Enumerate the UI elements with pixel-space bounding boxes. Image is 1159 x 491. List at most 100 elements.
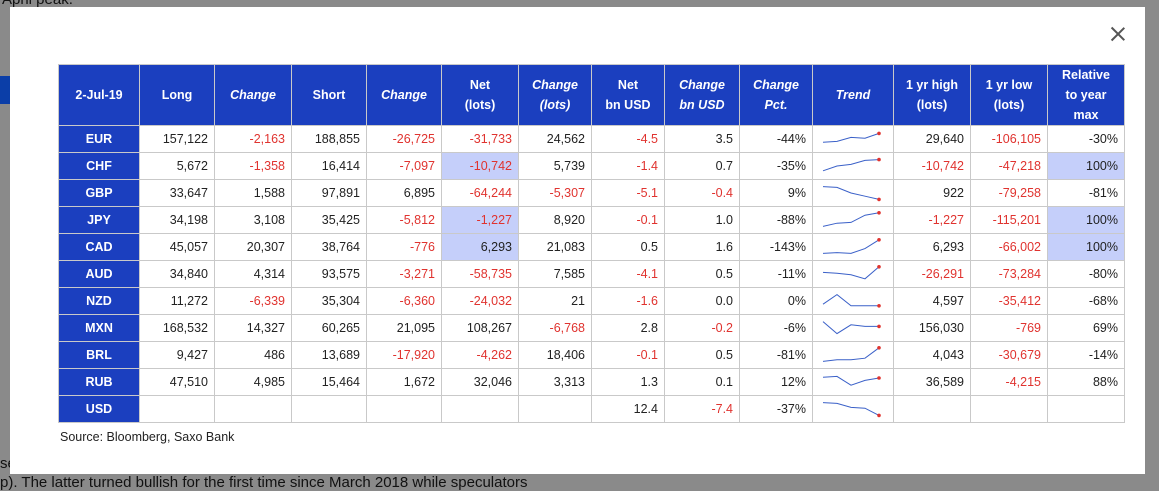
column-header: 1 yr low (lots): [970, 64, 1048, 126]
header-label: 1 yr low: [985, 78, 1033, 92]
currency-label: USD: [58, 395, 140, 423]
header-label: Change: [679, 78, 725, 92]
cell-chg-usd: 1.6: [664, 233, 740, 261]
table-header-row: 2-Jul-19 Long Change Short Change Net (lots) Ch…: [58, 64, 1125, 126]
sparkline-line: [822, 186, 880, 200]
cell-chg-pct: -6%: [739, 314, 813, 342]
cell-rel: [1047, 395, 1125, 423]
background-text-bottom: p). The latter turned bullish for the fi…: [0, 474, 528, 491]
cell-rel: 100%: [1047, 206, 1125, 234]
cell-chg-short: -3,271: [366, 260, 442, 288]
column-header: Relative to year max: [1047, 64, 1125, 126]
cell-chg-usd: 0.5: [664, 260, 740, 288]
cell-chg-pct: -11%: [739, 260, 813, 288]
cell-chg-pct: 12%: [739, 368, 813, 396]
cell-rel: -80%: [1047, 260, 1125, 288]
cell-high: 4,597: [893, 287, 971, 315]
cell-chg-short: -6,360: [366, 287, 442, 315]
cell-net-usd: -5.1: [591, 179, 665, 207]
cell-long: 34,840: [139, 260, 215, 288]
column-header: 2-Jul-19: [58, 64, 140, 126]
cell-short: 38,764: [291, 233, 367, 261]
currency-label: CHF: [58, 152, 140, 180]
sparkline-last-point: [877, 304, 881, 308]
cell-chg-short: -17,920: [366, 341, 442, 369]
cell-long: 168,532: [139, 314, 215, 342]
currency-label: MXN: [58, 314, 140, 342]
cell-chg-pct: -35%: [739, 152, 813, 180]
table-row: CHF 5,672 -1,358 16,414 -7,097 -10,742 5,739 -1…: [58, 152, 1125, 180]
cell-long: 5,672: [139, 152, 215, 180]
cell-chg-net: 21,083: [518, 233, 592, 261]
header-label: Change: [532, 78, 578, 92]
cell-rel: -68%: [1047, 287, 1125, 315]
cell-net-usd: -1.4: [591, 152, 665, 180]
cell-low: -66,002: [970, 233, 1048, 261]
currency-label: GBP: [58, 179, 140, 207]
table-row: BRL 9,427 486 13,689 -17,920 -4,262 18,406 -0.1…: [58, 341, 1125, 369]
cell-low: [970, 395, 1048, 423]
column-header: Change: [366, 64, 442, 126]
cell-rel: 69%: [1047, 314, 1125, 342]
cell-net: [441, 395, 519, 423]
cell-chg-long: [214, 395, 292, 423]
trend-sparkline: [812, 125, 894, 153]
cell-chg-short: -7,097: [366, 152, 442, 180]
cell-chg-usd: 1.0: [664, 206, 740, 234]
cell-rel: 100%: [1047, 233, 1125, 261]
cell-net: -31,733: [441, 125, 519, 153]
cell-chg-pct: -44%: [739, 125, 813, 153]
sparkline-line: [822, 321, 879, 335]
cell-high: -10,742: [893, 152, 971, 180]
column-header: Short: [291, 64, 367, 126]
cell-chg-net: 21: [518, 287, 592, 315]
sparkline-line: [822, 293, 879, 307]
cell-high: -1,227: [893, 206, 971, 234]
cell-short: 15,464: [291, 368, 367, 396]
table-row: JPY 34,198 3,108 35,425 -5,812 -1,227 8,920 -0.…: [58, 206, 1125, 234]
cell-chg-net: 8,920: [518, 206, 592, 234]
close-icon[interactable]: [1108, 24, 1128, 44]
column-header: Change (lots): [518, 64, 592, 126]
cell-high: 156,030: [893, 314, 971, 342]
sparkline-last-point: [877, 376, 881, 380]
currency-label: RUB: [58, 368, 140, 396]
cell-high: -26,291: [893, 260, 971, 288]
cell-chg-pct: 9%: [739, 179, 813, 207]
cell-chg-usd: 3.5: [664, 125, 740, 153]
sparkline-line: [822, 402, 880, 416]
cell-low: -769: [970, 314, 1048, 342]
cell-rel: -30%: [1047, 125, 1125, 153]
trend-sparkline: [812, 179, 894, 207]
cell-short: [291, 395, 367, 423]
cell-chg-usd: -0.4: [664, 179, 740, 207]
currency-label: AUD: [58, 260, 140, 288]
cell-high: 4,043: [893, 341, 971, 369]
cell-short: 13,689: [291, 341, 367, 369]
cell-net: 6,293: [441, 233, 519, 261]
sparkline-last-point: [877, 265, 881, 269]
cell-rel: -14%: [1047, 341, 1125, 369]
sparkline-line: [822, 347, 880, 362]
cell-long: 45,057: [139, 233, 215, 261]
cell-net: -64,244: [441, 179, 519, 207]
sparkline-line: [822, 266, 880, 280]
sparkline-last-point: [877, 413, 881, 418]
header-label: (lots): [539, 98, 571, 112]
header-label: (lots): [916, 98, 948, 112]
currency-label: EUR: [58, 125, 140, 153]
cell-chg-usd: 0.7: [664, 152, 740, 180]
header-label: Change: [230, 88, 276, 102]
sparkline-line: [822, 132, 880, 143]
cell-rel: -81%: [1047, 179, 1125, 207]
cell-high: [893, 395, 971, 423]
cell-chg-long: 486: [214, 341, 292, 369]
cell-chg-short: -776: [366, 233, 442, 261]
cell-long: 9,427: [139, 341, 215, 369]
cell-chg-long: 3,108: [214, 206, 292, 234]
cell-chg-usd: 0.0: [664, 287, 740, 315]
cell-chg-long: 14,327: [214, 314, 292, 342]
cell-short: 93,575: [291, 260, 367, 288]
trend-sparkline: [812, 206, 894, 234]
trend-sparkline: [812, 260, 894, 288]
